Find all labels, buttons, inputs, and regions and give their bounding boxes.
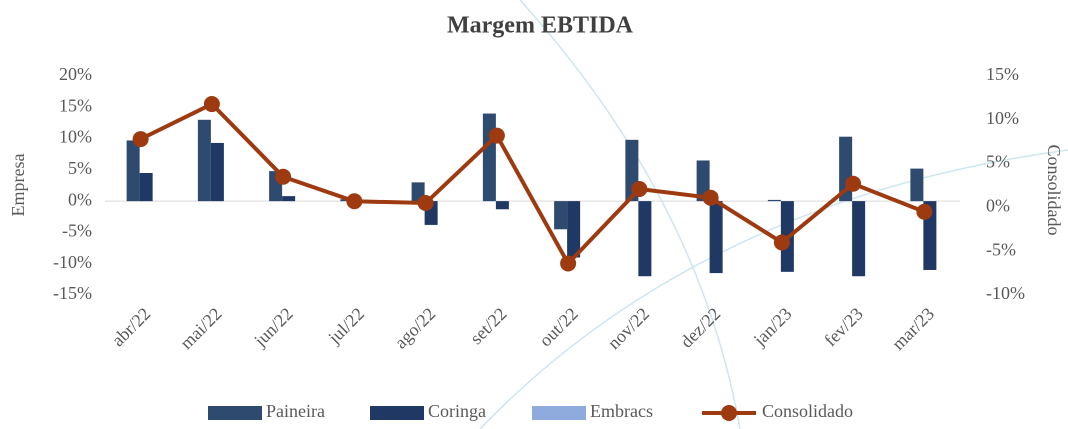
y-tick-label: 20% xyxy=(59,64,92,84)
decoration xyxy=(479,149,1068,429)
bar xyxy=(567,201,581,258)
y2-tick-label: -5% xyxy=(986,239,1016,259)
marker xyxy=(417,195,434,212)
y-tick-label: 10% xyxy=(59,127,92,147)
bar xyxy=(554,201,568,230)
y-tick-label: 5% xyxy=(68,158,92,178)
marker xyxy=(916,203,933,220)
marker xyxy=(631,181,648,198)
bar xyxy=(852,201,866,277)
x-tick-label: ago/22 xyxy=(391,304,440,353)
decoration xyxy=(519,0,741,429)
chart-title: Margem EBTIDA xyxy=(447,13,634,39)
x-tick-label: mar/23 xyxy=(888,304,938,354)
y-tick-label: -15% xyxy=(53,283,92,303)
y-tick-label: 15% xyxy=(59,95,92,115)
marker xyxy=(702,189,719,206)
y2-axis-title: Consolidado xyxy=(1044,144,1064,235)
x-tick-label: dez/22 xyxy=(676,304,724,352)
marker xyxy=(132,131,149,148)
legend-label: Consolidado xyxy=(762,401,853,421)
marker xyxy=(203,96,220,113)
x-tick-label: jun/22 xyxy=(249,304,296,351)
x-tick-label: nov/22 xyxy=(604,304,654,354)
bar xyxy=(495,201,509,210)
bar xyxy=(139,172,153,202)
bar xyxy=(767,199,781,202)
y-tick-label: 0% xyxy=(68,189,92,209)
bar xyxy=(126,140,140,202)
x-tick-label: jan/23 xyxy=(749,304,796,351)
marker xyxy=(346,193,363,210)
y-tick-label: -5% xyxy=(62,221,92,241)
x-tick-label: fev/23 xyxy=(820,304,867,351)
x-tick-label: jul/22 xyxy=(324,304,369,349)
bar xyxy=(709,201,723,274)
bar xyxy=(910,168,924,202)
bar xyxy=(210,142,224,202)
marker xyxy=(275,168,292,185)
x-tick-label: mai/22 xyxy=(176,304,225,353)
bar xyxy=(482,113,496,202)
y2-tick-label: 0% xyxy=(986,196,1010,216)
y2-tick-label: 10% xyxy=(986,108,1019,128)
legend-label: Coringa xyxy=(428,401,486,421)
marker xyxy=(488,127,505,144)
x-tick-label: abr/22 xyxy=(108,304,155,351)
marker xyxy=(560,255,577,272)
marker xyxy=(773,234,790,251)
x-tick-label: set/22 xyxy=(466,304,511,349)
bar xyxy=(696,160,710,202)
bar xyxy=(197,119,211,202)
y2-tick-label: 15% xyxy=(986,64,1019,84)
y2-tick-label: -10% xyxy=(986,283,1025,303)
legend-label: Paineira xyxy=(266,401,325,421)
bar xyxy=(282,196,296,202)
legend-label: Embracs xyxy=(590,401,653,421)
bar xyxy=(638,201,652,277)
y2-tick-label: 5% xyxy=(986,152,1010,172)
legend-swatch xyxy=(721,405,737,421)
y-tick-label: -10% xyxy=(53,252,92,272)
y-axis-title: Empresa xyxy=(8,154,28,217)
line xyxy=(139,101,926,267)
marker xyxy=(845,175,862,192)
legend-swatch xyxy=(370,406,424,420)
legend-swatch xyxy=(532,406,586,420)
legend-swatch xyxy=(208,406,262,420)
